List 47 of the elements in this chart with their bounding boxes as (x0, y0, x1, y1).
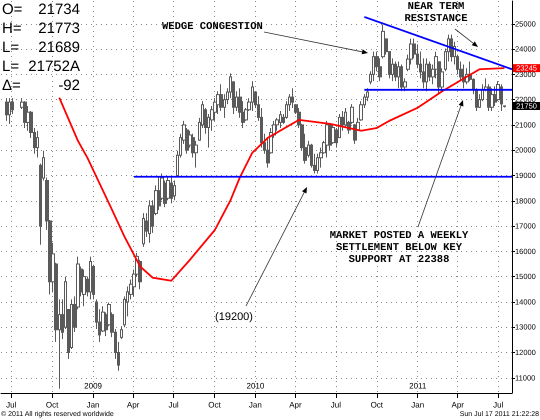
candlestick (381, 24, 385, 59)
annotation: NEAR TERM RESISTANCE (404, 1, 468, 25)
x-tick-label: Jul (6, 400, 17, 410)
x2-tick-label: 2011 (409, 382, 427, 390)
candlestick (397, 60, 400, 89)
candlestick (23, 100, 27, 128)
annotation: O= 21734 (2, 1, 80, 18)
annotation: WEDGE CONGESTION (162, 21, 263, 33)
x-tick-label: Oct (208, 400, 222, 410)
candlestick (120, 326, 123, 340)
x-tick-label: Jan (86, 400, 100, 410)
x-tick-label: Apr (289, 400, 302, 410)
candlestick (372, 51, 375, 82)
x-tick-label: Jan (411, 400, 424, 410)
annotation: MARKET POSTED A WEEKLY SETTLEMENT BELOW KEY SUPPORT AT 22388 (330, 230, 470, 266)
annotation: (19200) (215, 311, 253, 323)
candlestick (142, 212, 145, 248)
candlestick (490, 88, 494, 112)
x2-tick-label: 2010 (246, 382, 265, 390)
text: Δ= -92 (2, 77, 80, 94)
candlestick (89, 256, 92, 300)
candlestick (148, 200, 151, 244)
candlestick (82, 269, 86, 307)
x-tick-label: Apr (452, 400, 464, 410)
x-tick-label: Jul (168, 400, 179, 410)
candlestick (8, 98, 11, 124)
x-tick-label: Jul (330, 400, 342, 410)
candlestick (251, 80, 254, 112)
annotation: H= 21773 (2, 20, 80, 37)
candlestick (450, 34, 453, 62)
candlestick (173, 180, 176, 201)
annotation: L= 21752A (2, 58, 80, 75)
candlestick (36, 130, 39, 158)
candlestick (500, 84, 503, 112)
x-tick-label: Jan (248, 400, 262, 410)
x-tick-label: Apr (126, 400, 140, 410)
x2-tick-label: 2009 (84, 382, 103, 390)
candlestick (400, 64, 403, 92)
candlestick (5, 98, 8, 122)
candlestick (279, 110, 282, 128)
x-tick-label: Oct (370, 400, 384, 410)
text: L= 21689 (2, 39, 80, 56)
candlestick (425, 58, 428, 92)
candlestick (170, 177, 173, 204)
x-tick-label: Oct (46, 400, 60, 410)
candlestick (157, 177, 161, 211)
x-tick-label: Jul (493, 400, 504, 410)
